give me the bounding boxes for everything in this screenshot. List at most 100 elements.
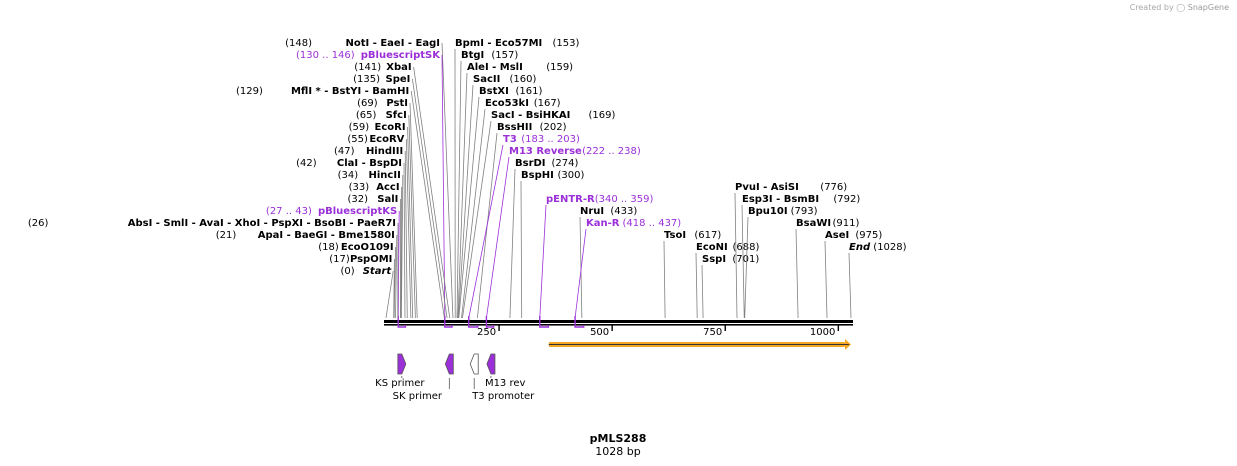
- site-label-right: EcoNI: [696, 242, 728, 253]
- primer-binding-mark: [397, 316, 407, 328]
- ruler-tick-label: 500: [590, 327, 609, 338]
- leader-line: [400, 174, 404, 319]
- leader-line: [520, 180, 523, 319]
- leader-line: [468, 144, 504, 319]
- site-position-right: (433): [610, 206, 637, 217]
- site-position-right: (793): [791, 206, 818, 217]
- site-label-right: BsrDI: [515, 158, 546, 169]
- site-label-right: TsoI: [664, 230, 686, 241]
- site-label-right: End: [849, 242, 871, 253]
- leader-line: [408, 114, 416, 319]
- leader-line: [734, 192, 738, 319]
- site-label-left: pBluescriptKS: [318, 206, 397, 217]
- leader-line: [461, 108, 486, 319]
- site-position-right: (911): [833, 218, 860, 229]
- site-label-right: Kan-R: [586, 218, 620, 229]
- site-position-right: (617): [694, 230, 721, 241]
- site-label-right: NruI: [580, 206, 604, 217]
- leader-line: [744, 216, 749, 319]
- site-label-left: EcoO109I: [341, 242, 394, 253]
- site-position-left: (33): [349, 182, 370, 193]
- site-label-right: AseI: [825, 230, 849, 241]
- leader-line: [848, 252, 852, 319]
- site-position-right: (202): [540, 122, 567, 133]
- leader-line: [393, 258, 395, 319]
- site-label-right: Esp3I - BsmBI: [742, 194, 819, 205]
- site-label-left: ApaI - BaeGI - Bme1580I: [258, 230, 395, 241]
- ruler-tick-label: 1000: [810, 327, 835, 338]
- site-position-left: (17): [329, 254, 350, 265]
- site-position-right: (161): [516, 86, 543, 97]
- feature-label: T3 promoter: [471, 391, 535, 402]
- site-position-right: (792): [833, 194, 860, 205]
- site-position-left: (0): [341, 266, 355, 277]
- site-position-right: (688): [733, 242, 760, 253]
- site-label-right: pENTR-R: [546, 194, 595, 205]
- leader-line: [457, 72, 468, 319]
- site-label-left: PspOMI: [350, 254, 392, 265]
- site-label-left: EcoRV: [369, 134, 404, 145]
- site-position-left: (65): [356, 110, 377, 121]
- leader-line: [663, 240, 666, 319]
- site-position-right: (274): [552, 158, 579, 169]
- site-position-left: (26): [28, 218, 49, 229]
- feature-label: SK primer: [393, 391, 443, 402]
- site-label-right: T3: [503, 134, 517, 145]
- site-position-right: (418 .. 437): [623, 218, 682, 229]
- leader-line: [574, 228, 587, 319]
- leader-line: [795, 228, 799, 319]
- site-label-left: SpeI: [386, 74, 411, 85]
- site-label-right: BstXI: [479, 86, 509, 97]
- leader-line: [462, 120, 492, 319]
- site-label-right: PvuI - AsiSI: [735, 182, 799, 193]
- snapgene-logo-icon: ◯: [1176, 3, 1186, 12]
- site-label-left: SalI: [377, 194, 398, 205]
- site-label-left: MflI * - BstYI - BamHI: [291, 86, 409, 97]
- site-label-left: EcoRI: [375, 122, 406, 133]
- leader-line: [410, 90, 445, 319]
- site-label-left: pBluescriptSK: [361, 50, 441, 61]
- site-position-right: (183 .. 203): [521, 134, 580, 145]
- feature-arrow: [397, 353, 407, 375]
- leader-line: [458, 96, 480, 319]
- site-position-left: (34): [338, 170, 359, 181]
- feature-label: KS primer: [375, 378, 425, 389]
- leader-line: [695, 252, 698, 319]
- leader-line: [741, 204, 745, 319]
- feature-arrow: [486, 353, 496, 375]
- site-position-left: (129): [236, 86, 263, 97]
- leader-line: [413, 66, 451, 319]
- feature-arrow: [469, 353, 479, 375]
- site-label-right: AleI - MslI: [467, 62, 523, 73]
- site-label-left: AccI: [376, 182, 399, 193]
- site-position-right: (776): [820, 182, 847, 193]
- leader-line: [406, 138, 412, 319]
- site-position-right: (159): [546, 62, 573, 73]
- site-position-left: (32): [347, 194, 368, 205]
- site-label-right: BsaWI: [796, 218, 831, 229]
- leader-line: [486, 156, 510, 319]
- site-position-right: (153): [553, 38, 580, 49]
- site-position-right: (167): [534, 98, 561, 109]
- leader-line: [403, 162, 406, 319]
- leader-line: [397, 210, 400, 319]
- leader-line: [395, 234, 398, 319]
- site-label-left: SfcI: [386, 110, 407, 121]
- leader-line: [409, 102, 418, 319]
- backbone-top-strand: [384, 320, 853, 323]
- site-label-left: AbsI - SmlI - AvaI - XhoI - PspXI - BsoB…: [128, 218, 396, 229]
- site-position-right: (1028): [873, 242, 906, 253]
- backbone-bottom-strand: [384, 324, 853, 326]
- leader-line: [404, 150, 408, 319]
- site-label-right: BssHII: [497, 122, 532, 133]
- site-label-left: HincII: [369, 170, 401, 181]
- site-position-left: (141): [354, 62, 381, 73]
- site-label-left: ClaI - BspDI: [337, 158, 402, 169]
- leader-line: [412, 78, 448, 319]
- ruler-tick-label: 750: [703, 327, 722, 338]
- plasmid-name: pMLS288: [590, 432, 647, 445]
- site-position-right: (701): [732, 254, 759, 265]
- leader-line: [509, 168, 516, 319]
